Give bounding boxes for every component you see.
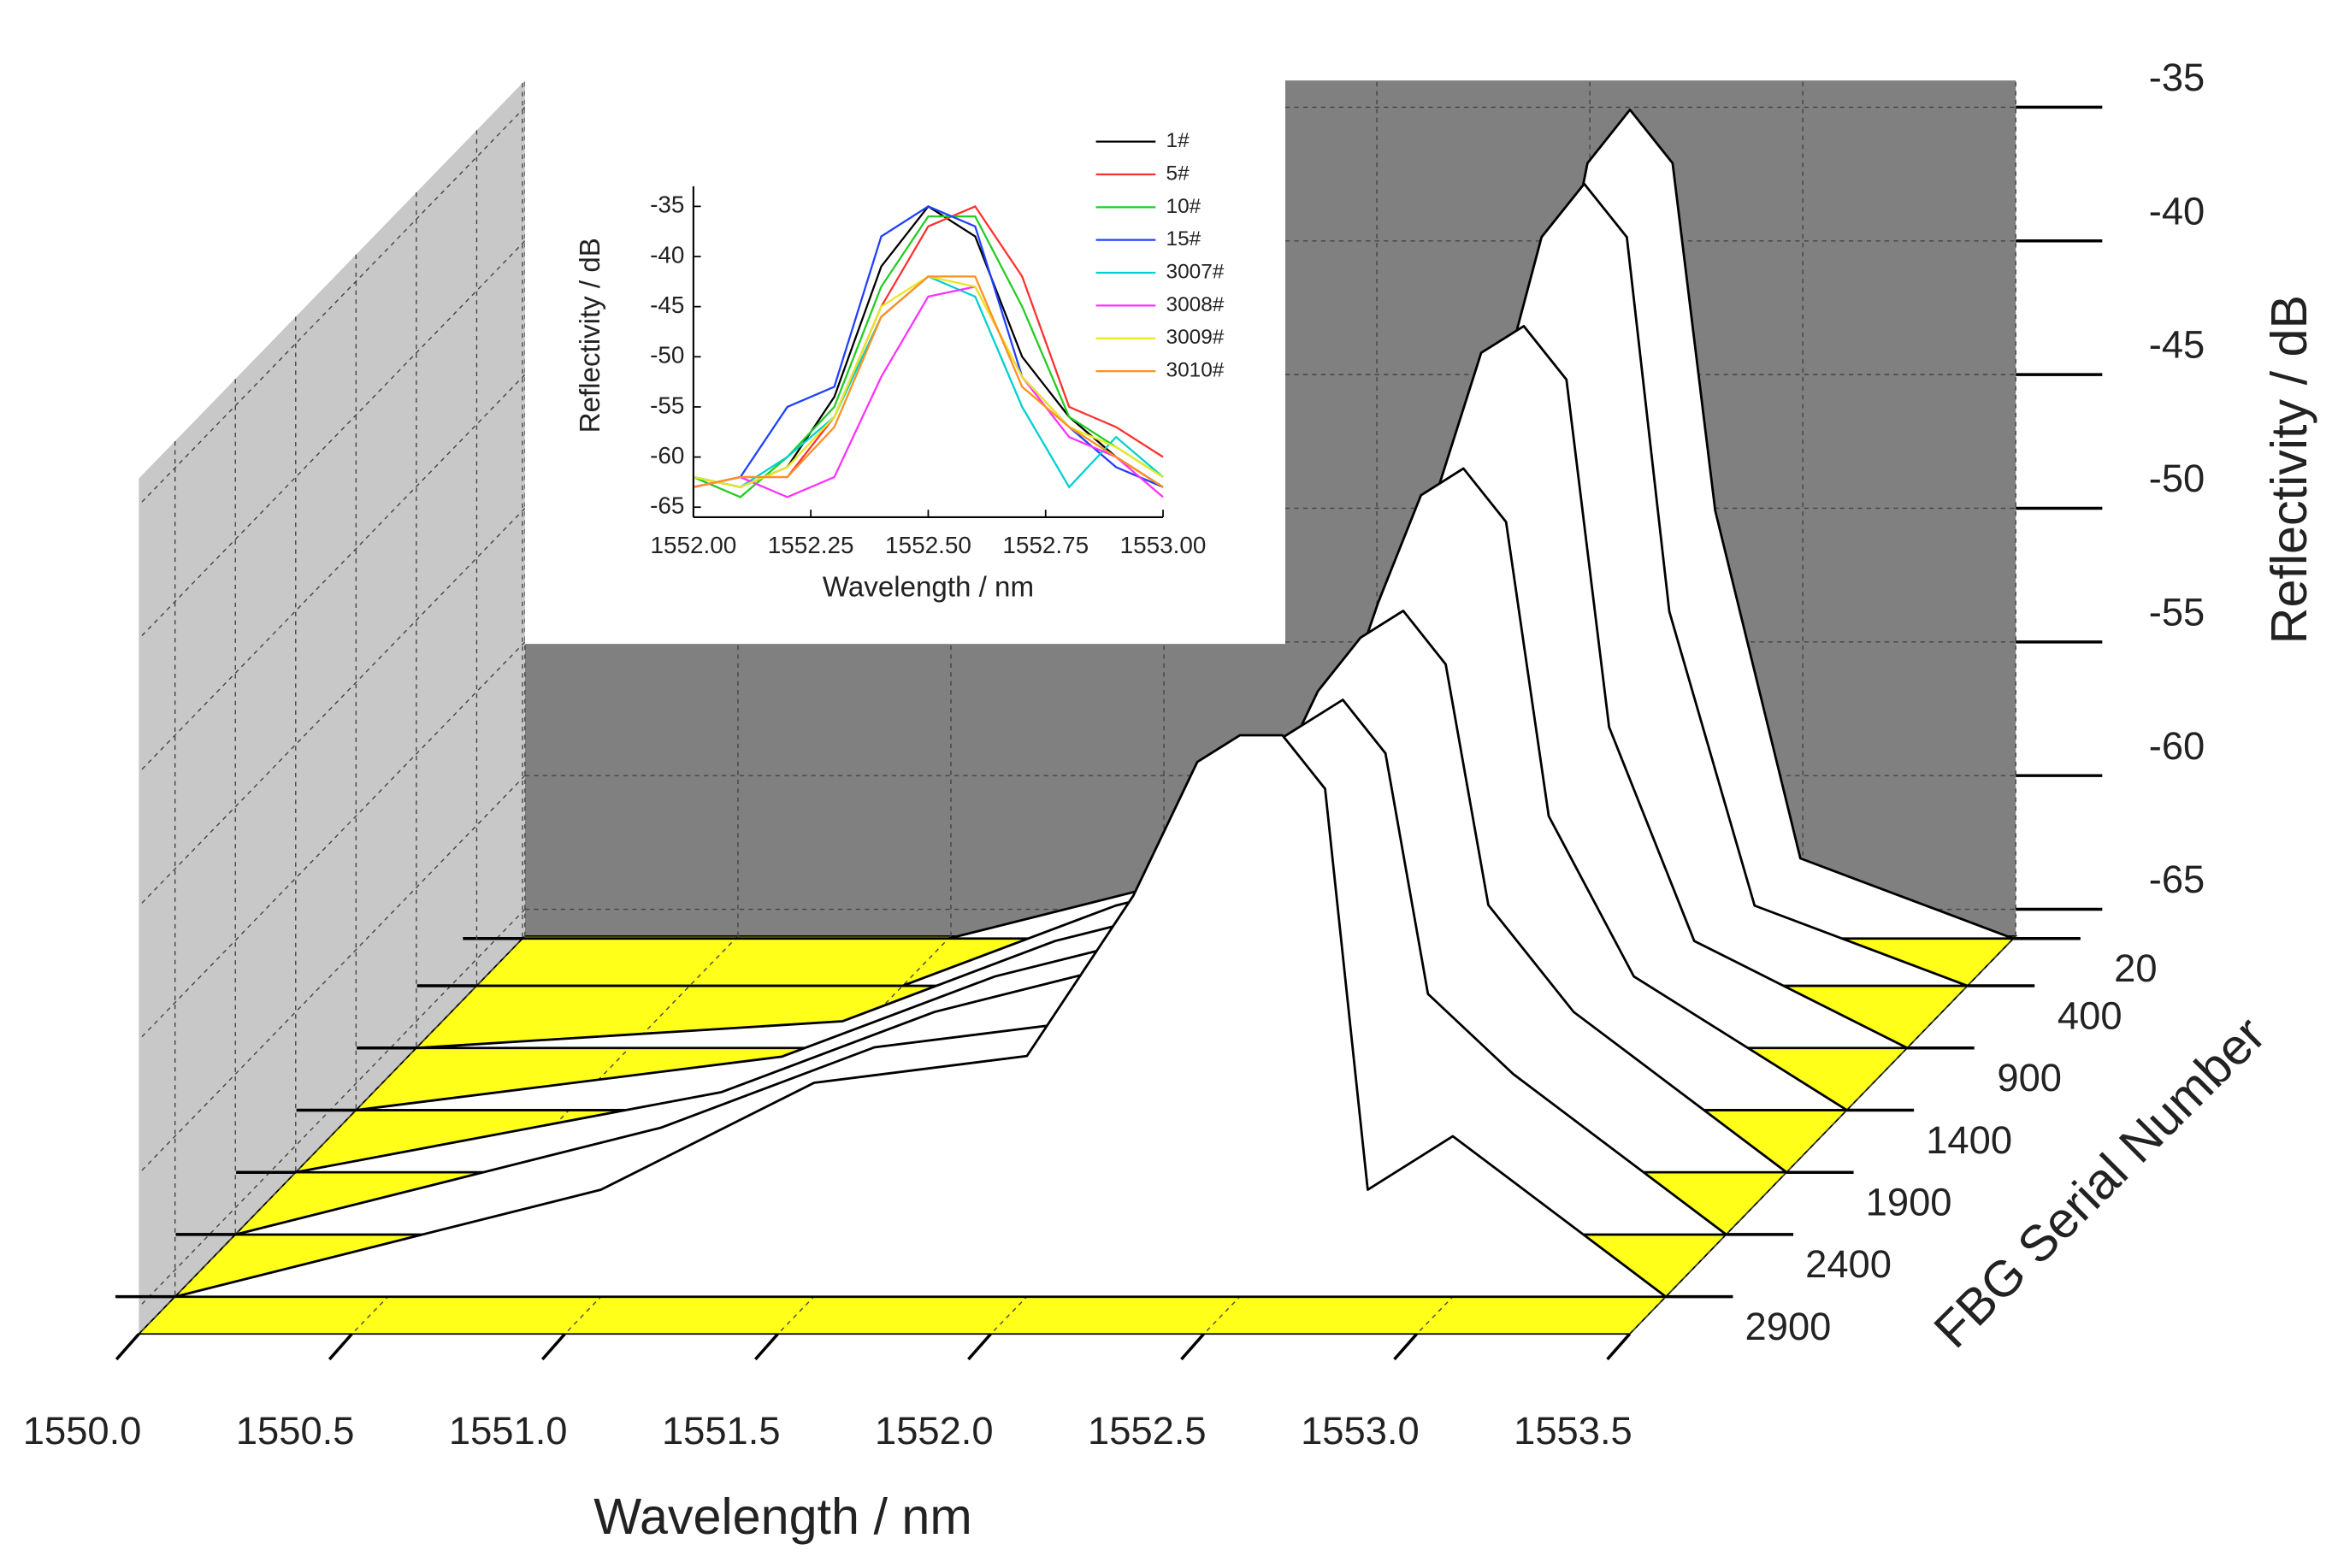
- inset-line: [693, 285, 1164, 498]
- z-tick-label: 20: [2114, 946, 2157, 990]
- y-tick-label: -40: [2149, 189, 2205, 233]
- inset-y-tick-label: -45: [650, 292, 684, 318]
- x-tick-label: 1552.0: [875, 1409, 994, 1453]
- spectrum: [174, 734, 1668, 1299]
- y-tick-label: -35: [2149, 56, 2205, 99]
- z-tick-label: 2400: [1805, 1242, 1892, 1286]
- grid-line: [1629, 935, 2016, 1335]
- x-tick-label: 1553.5: [1514, 1409, 1632, 1453]
- inset-x-tick-label: 1552.75: [1002, 532, 1089, 558]
- grid-line: [138, 507, 526, 907]
- inset-x-tick-label: 1552.25: [768, 532, 854, 558]
- x-tick: [967, 1333, 992, 1361]
- inset-y-tick-label: -60: [650, 442, 684, 469]
- inset-y-tick-label: -35: [650, 192, 684, 218]
- z-tick-label: 2900: [1745, 1305, 1832, 1348]
- inset-x-tick-label: 1552.50: [885, 532, 971, 558]
- x-tick: [1393, 1333, 1418, 1361]
- x-tick: [328, 1333, 353, 1361]
- x-tick: [115, 1333, 140, 1361]
- x-tick-label: 1551.0: [449, 1409, 568, 1453]
- x-tick-label: 1553.0: [1301, 1409, 1420, 1453]
- z-tick-label: 400: [2058, 993, 2123, 1037]
- x-tick-label: 1551.5: [662, 1409, 781, 1453]
- legend-label: 10#: [1166, 195, 1201, 218]
- inset-x-title: Wavelength / nm: [823, 571, 1034, 603]
- z-tick-label: 1900: [1866, 1181, 1952, 1224]
- y-tick-label: -65: [2149, 858, 2205, 901]
- side-wall: [139, 80, 525, 1335]
- legend-label: 3010#: [1166, 359, 1225, 382]
- x-tick-label: 1552.5: [1088, 1409, 1207, 1453]
- grid-line: [138, 240, 526, 640]
- grid-line: [351, 935, 739, 1335]
- legend-label: 3009#: [1166, 326, 1225, 349]
- x-tick: [1606, 1333, 1632, 1361]
- inset-y-title: Reflectivity / dB: [575, 238, 606, 433]
- grid-line: [138, 935, 526, 1335]
- y-tick-label: -50: [2149, 457, 2205, 500]
- inset-y-tick-label: -40: [650, 241, 684, 268]
- x-tick-label: 1550.5: [236, 1409, 355, 1453]
- inset-y-tick-label: -65: [650, 492, 684, 519]
- inset-x-tick-label: 1553.00: [1120, 532, 1207, 558]
- inset-y-tick-label: -55: [650, 392, 684, 418]
- inset-line: [693, 275, 1164, 488]
- z-axis-title: FBG Serial Number: [1922, 1005, 2276, 1359]
- z-tick-label: 1400: [1926, 1118, 2012, 1162]
- grid-line: [138, 374, 526, 774]
- inset-background: [524, 44, 1285, 645]
- grid-line: [138, 106, 526, 506]
- grid-line: [138, 909, 526, 1308]
- legend-label: 5#: [1166, 162, 1190, 185]
- legend-label: 3007#: [1166, 260, 1225, 283]
- y-tick-label: -45: [2149, 323, 2205, 367]
- legend-label: 3008#: [1166, 293, 1225, 316]
- legend-label: 15#: [1166, 227, 1201, 251]
- inset-x-tick-label: 1552.00: [650, 532, 736, 558]
- z-tick-label: 900: [1997, 1056, 2062, 1099]
- inset-y-tick-label: -50: [650, 342, 684, 368]
- inset-line: [693, 215, 1164, 498]
- x-tick: [1180, 1333, 1205, 1361]
- inset-line: [693, 205, 1164, 488]
- grid-line: [564, 935, 952, 1335]
- x-tick: [540, 1333, 566, 1361]
- grid-line: [138, 641, 526, 1040]
- x-tick-label: 1550.0: [23, 1409, 142, 1453]
- y-axis-title: Reflectivity / dB: [2260, 295, 2317, 644]
- x-axis-title: Wavelength / nm: [593, 1488, 971, 1545]
- y-tick-label: -60: [2149, 724, 2205, 768]
- y-tick-label: -55: [2149, 590, 2205, 634]
- x-tick: [754, 1333, 779, 1361]
- legend-label: 1#: [1166, 129, 1190, 152]
- grid-line: [138, 775, 526, 1175]
